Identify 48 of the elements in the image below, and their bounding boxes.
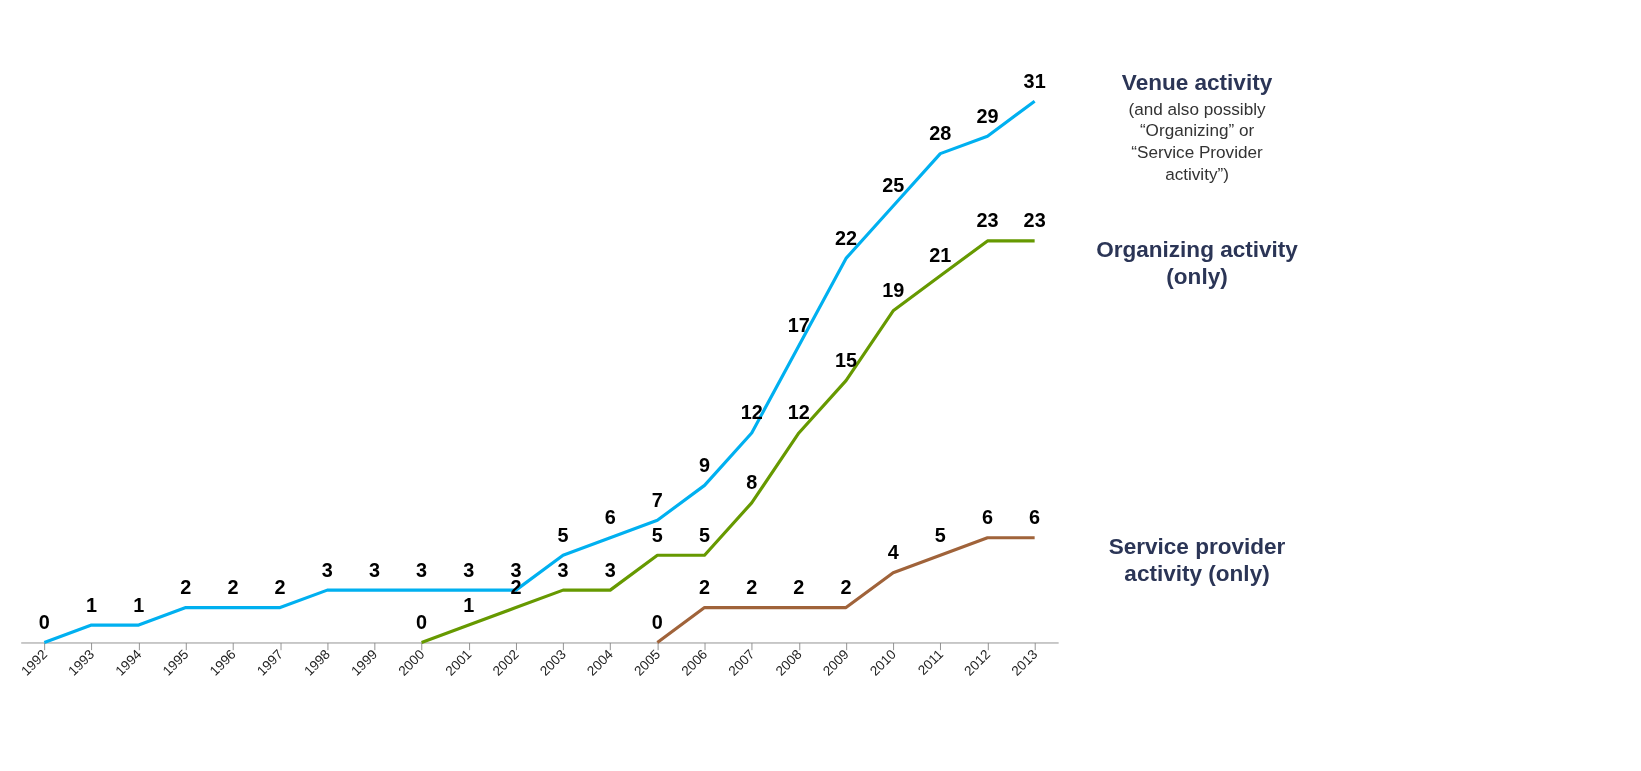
data-label: 8	[746, 471, 758, 494]
data-label: 6	[1029, 506, 1041, 529]
text: Venue activity	[1121, 70, 1273, 96]
data-label: 19	[882, 279, 905, 302]
data-label: 1	[463, 593, 475, 616]
data-label: 7	[651, 488, 663, 511]
data-label: 5	[651, 523, 663, 546]
data-label: 22	[834, 226, 858, 249]
data-label: 2	[840, 576, 852, 599]
data-label: 23	[1023, 209, 1046, 232]
data-label: 1	[85, 593, 97, 616]
data-label: 5	[557, 523, 569, 546]
data-label: 2	[793, 576, 805, 599]
text: (and also possibly “Organizing” or “Service Provider activity”)	[1128, 98, 1266, 184]
data-label: 4	[887, 541, 899, 564]
data-label: 12	[787, 401, 810, 424]
data-label: 5	[934, 523, 946, 546]
data-label: 31	[1023, 69, 1046, 92]
data-label: 0	[38, 610, 50, 633]
data-label: 2	[746, 576, 758, 599]
data-label: 2	[274, 576, 286, 599]
data-label: 0	[416, 610, 428, 633]
data-label: 3	[368, 558, 380, 581]
data-label: 2	[227, 576, 239, 599]
data-label: 3	[416, 558, 428, 581]
data-label: 1	[133, 593, 145, 616]
text: Service provider activity (only)	[1108, 533, 1286, 587]
data-label: 29	[976, 104, 999, 127]
data-label: 6	[604, 506, 616, 529]
text: Organizing activity (only)	[1096, 237, 1299, 290]
data-label: 28	[929, 122, 952, 145]
data-label: 3	[510, 558, 522, 581]
data-label: 6	[981, 506, 993, 529]
data-label: 17	[787, 314, 810, 337]
data-label: 3	[604, 558, 616, 581]
data-label: 2	[180, 576, 192, 599]
data-label: 9	[699, 453, 711, 476]
data-label: 0	[651, 610, 663, 633]
data-label: 2	[699, 576, 711, 599]
data-label: 21	[929, 244, 952, 267]
data-label: 23	[976, 209, 999, 232]
data-label: 3	[557, 558, 569, 581]
data-label: 12	[740, 401, 763, 424]
data-label: 5	[699, 523, 711, 546]
data-label: 3	[321, 558, 333, 581]
data-label: 3	[463, 558, 475, 581]
data-label: 15	[834, 349, 858, 372]
data-label: 25	[882, 174, 905, 197]
